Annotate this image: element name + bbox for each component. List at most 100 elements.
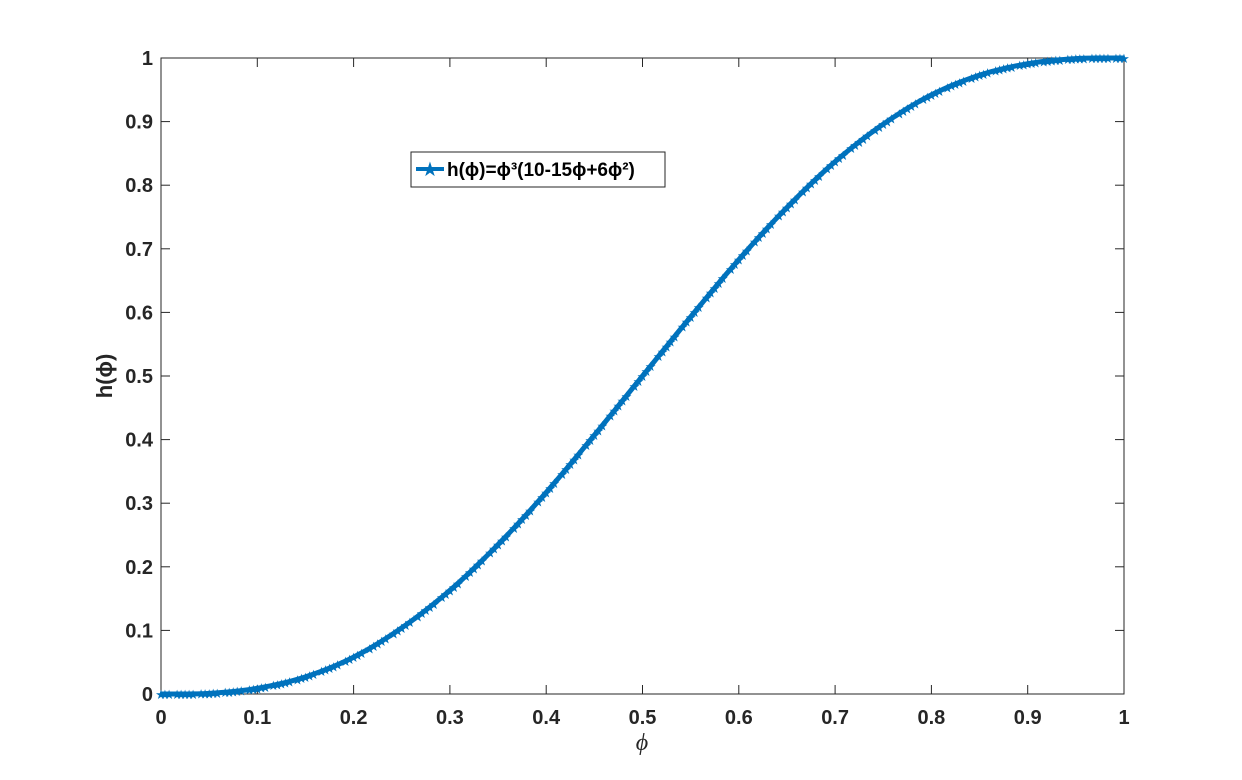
data-point-marker: ★ bbox=[885, 113, 897, 128]
data-point-marker: ★ bbox=[809, 174, 821, 189]
data-point-marker: ★ bbox=[316, 665, 328, 680]
data-point-marker: ★ bbox=[203, 687, 215, 702]
data-point-marker: ★ bbox=[978, 68, 990, 83]
data-point-marker: ★ bbox=[308, 668, 320, 683]
data-point-marker: ★ bbox=[440, 588, 452, 603]
data-point-marker: ★ bbox=[516, 513, 528, 528]
data-point-marker: ★ bbox=[781, 201, 793, 216]
data-point-marker: ★ bbox=[729, 258, 741, 273]
ticks-layer: 0 0.1 0.2 0.3 0.4 0.5 0.6 0.7 0.8 0.9 1 0 0.1 0.2 0.3 0… bbox=[125, 48, 1129, 729]
data-point-marker: ★ bbox=[468, 562, 480, 577]
data-point-marker: ★ bbox=[512, 518, 524, 533]
data-point-marker: ★ bbox=[881, 115, 893, 130]
data-point-marker: ★ bbox=[853, 136, 865, 151]
data-point-marker: ★ bbox=[448, 581, 460, 596]
data-point-marker: ★ bbox=[219, 686, 231, 701]
data-point-marker: ★ bbox=[548, 477, 560, 492]
data-point-marker: ★ bbox=[380, 633, 392, 648]
data-point-marker: ★ bbox=[982, 67, 994, 82]
data-point-marker: ★ bbox=[460, 570, 472, 585]
data-point-marker: ★ bbox=[597, 419, 609, 434]
data-point-marker: ★ bbox=[1038, 55, 1050, 70]
data-point-marker: ★ bbox=[849, 139, 861, 154]
data-point-marker: ★ bbox=[717, 272, 729, 287]
data-point-marker: ★ bbox=[1042, 55, 1054, 70]
data-point-marker: ★ bbox=[966, 72, 978, 87]
data-point-marker: ★ bbox=[300, 671, 312, 686]
data-point-marker: ★ bbox=[805, 178, 817, 193]
data-point-marker: ★ bbox=[757, 227, 769, 242]
data-point-marker: ★ bbox=[1070, 53, 1082, 68]
y-tick-label: 0.9 bbox=[125, 112, 153, 134]
data-point-marker: ★ bbox=[227, 685, 239, 700]
data-point-marker: ★ bbox=[753, 231, 765, 246]
y-tick-label: 0.1 bbox=[125, 620, 153, 642]
data-point-marker: ★ bbox=[641, 365, 653, 380]
data-point-marker: ★ bbox=[472, 558, 484, 573]
data-point-marker: ★ bbox=[1030, 56, 1042, 71]
data-point-marker: ★ bbox=[974, 69, 986, 84]
data-point-marker: ★ bbox=[661, 340, 673, 355]
x-tick-label: 0.2 bbox=[340, 707, 368, 729]
data-point-marker: ★ bbox=[259, 681, 271, 696]
data-point-marker: ★ bbox=[544, 482, 556, 497]
data-point-marker: ★ bbox=[621, 390, 633, 405]
data-point-marker: ★ bbox=[713, 277, 725, 292]
data-point-marker: ★ bbox=[428, 598, 440, 613]
data-point-marker: ★ bbox=[1110, 52, 1122, 67]
data-point-marker: ★ bbox=[901, 102, 913, 117]
data-point-marker: ★ bbox=[1018, 58, 1030, 73]
data-point-marker: ★ bbox=[869, 124, 881, 139]
data-point-marker: ★ bbox=[741, 245, 753, 260]
y-tick-label: 0.4 bbox=[125, 430, 154, 452]
series-line bbox=[160, 55, 1125, 697]
data-point-marker: ★ bbox=[785, 197, 797, 212]
data-point-marker: ★ bbox=[344, 653, 356, 668]
data-point-marker: ★ bbox=[247, 683, 259, 698]
data-point-marker: ★ bbox=[685, 311, 697, 326]
data-point-marker: ★ bbox=[348, 651, 360, 666]
data-point-marker: ★ bbox=[296, 672, 308, 687]
y-tick-label: 0.5 bbox=[125, 366, 153, 388]
data-point-marker: ★ bbox=[488, 543, 500, 558]
data-point-marker: ★ bbox=[376, 635, 388, 650]
data-point-marker: ★ bbox=[508, 522, 520, 537]
data-point-marker: ★ bbox=[918, 93, 930, 108]
data-point-marker: ★ bbox=[1026, 57, 1038, 72]
data-point-marker: ★ bbox=[737, 249, 749, 264]
data-point-marker: ★ bbox=[223, 686, 235, 701]
data-point-marker: ★ bbox=[761, 222, 773, 237]
data-point-marker: ★ bbox=[496, 534, 508, 549]
data-point-marker: ★ bbox=[292, 673, 304, 688]
data-point-marker: ★ bbox=[324, 662, 336, 677]
data-point-marker: ★ bbox=[942, 81, 954, 96]
data-point-marker: ★ bbox=[733, 254, 745, 269]
data-point-marker: ★ bbox=[179, 688, 191, 703]
data-point-marker: ★ bbox=[789, 193, 801, 208]
data-point-marker: ★ bbox=[954, 76, 966, 91]
x-tick-label: 0.8 bbox=[917, 707, 945, 729]
data-point-marker: ★ bbox=[328, 660, 340, 675]
data-point-marker: ★ bbox=[532, 495, 544, 510]
y-tick-label: 1 bbox=[142, 48, 153, 70]
data-point-marker: ★ bbox=[873, 121, 885, 136]
data-point-marker: ★ bbox=[585, 434, 597, 449]
data-point-marker: ★ bbox=[159, 688, 171, 703]
data-point-marker: ★ bbox=[1046, 55, 1058, 70]
data-point-marker: ★ bbox=[520, 509, 532, 524]
data-point-marker: ★ bbox=[990, 65, 1002, 80]
data-point-marker: ★ bbox=[364, 642, 376, 657]
data-point-marker: ★ bbox=[1094, 52, 1106, 67]
data-point-marker: ★ bbox=[857, 133, 869, 148]
data-point-marker: ★ bbox=[829, 156, 841, 171]
data-point-marker: ★ bbox=[1062, 53, 1074, 68]
data-point-marker: ★ bbox=[1050, 54, 1062, 69]
data-point-marker: ★ bbox=[958, 75, 970, 90]
data-point-marker: ★ bbox=[556, 468, 568, 483]
data-point-marker: ★ bbox=[187, 688, 199, 703]
legend-marker-sample: ★ bbox=[421, 157, 439, 181]
data-point-marker: ★ bbox=[231, 685, 243, 700]
data-point-marker: ★ bbox=[564, 458, 576, 473]
data-point-marker: ★ bbox=[171, 688, 183, 703]
